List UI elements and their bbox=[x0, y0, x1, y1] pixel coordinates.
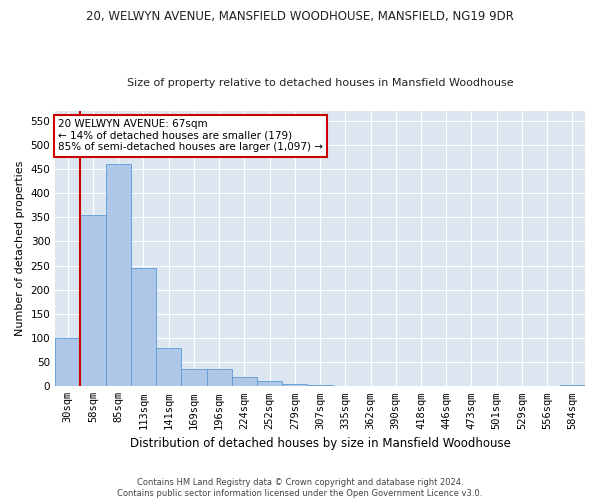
Bar bbox=[206, 370, 232, 386]
Title: Size of property relative to detached houses in Mansfield Woodhouse: Size of property relative to detached ho… bbox=[127, 78, 514, 88]
Bar bbox=[181, 370, 206, 386]
Bar bbox=[232, 376, 257, 386]
Text: 20 WELWYN AVENUE: 67sqm
← 14% of detached houses are smaller (179)
85% of semi-d: 20 WELWYN AVENUE: 67sqm ← 14% of detache… bbox=[58, 120, 323, 152]
Bar bbox=[257, 382, 282, 386]
Bar bbox=[156, 348, 181, 387]
Bar bbox=[106, 164, 131, 386]
Bar bbox=[131, 268, 156, 386]
Bar bbox=[80, 215, 106, 386]
X-axis label: Distribution of detached houses by size in Mansfield Woodhouse: Distribution of detached houses by size … bbox=[130, 437, 511, 450]
Text: 20, WELWYN AVENUE, MANSFIELD WOODHOUSE, MANSFIELD, NG19 9DR: 20, WELWYN AVENUE, MANSFIELD WOODHOUSE, … bbox=[86, 10, 514, 23]
Bar bbox=[55, 338, 80, 386]
Y-axis label: Number of detached properties: Number of detached properties bbox=[15, 161, 25, 336]
Bar bbox=[282, 384, 307, 386]
Text: Contains HM Land Registry data © Crown copyright and database right 2024.
Contai: Contains HM Land Registry data © Crown c… bbox=[118, 478, 482, 498]
